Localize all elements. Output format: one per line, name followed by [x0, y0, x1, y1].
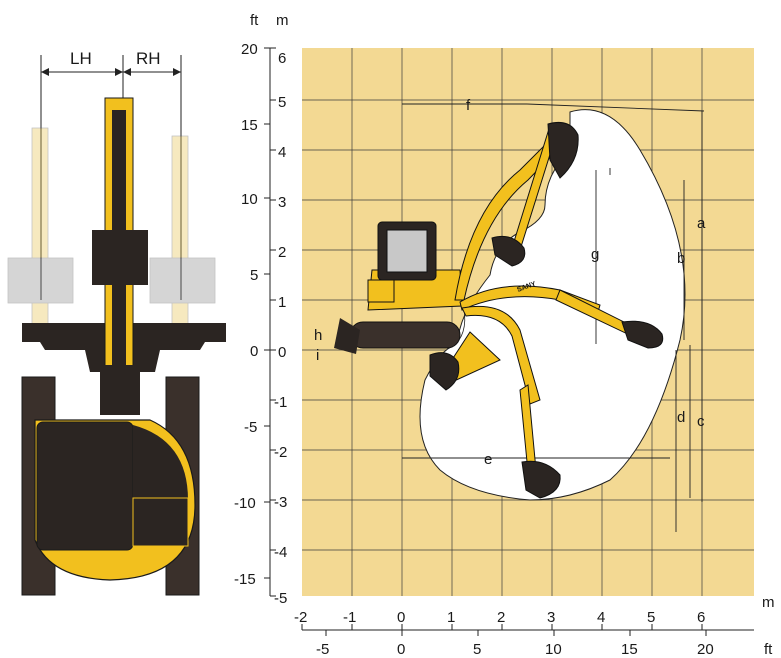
hft-tick-15: 15 [621, 641, 638, 658]
bucket-high [547, 121, 579, 179]
ft-tick-20: 20 [241, 41, 258, 58]
vertical-ft-ticks: 20 15 10 5 0 -5 -10 -15 [234, 41, 258, 588]
cab-roof [36, 421, 134, 551]
swing-bracket [100, 365, 140, 415]
bucket-mid-high [491, 235, 526, 267]
m-tick-2: 2 [278, 244, 286, 261]
m-tick-neg5: -5 [274, 590, 287, 607]
ghost-boom-left [7, 127, 74, 329]
m-tick-neg3: -3 [274, 494, 287, 511]
ft-tick-neg5: -5 [244, 419, 257, 436]
hm-tick-0: 0 [397, 609, 405, 626]
hm-tick-neg2: -2 [294, 609, 307, 626]
ghost-boom-right [149, 135, 216, 329]
bucket-top [92, 230, 148, 285]
lh-label: LH [70, 49, 92, 68]
cab-window [386, 229, 428, 273]
top-view-diagram: LH RH [7, 49, 226, 596]
boom-low [461, 305, 541, 405]
dim-label-g: g [591, 246, 599, 263]
m-tick-6: 6 [278, 50, 286, 67]
dozer-blade-side [334, 318, 360, 354]
counterweight-side [367, 279, 395, 303]
engine-cover [132, 497, 189, 547]
horizontal-m-ticks: -2 -1 0 1 2 3 4 5 6 [294, 609, 705, 626]
horizontal-ft-ticks: -5 0 5 10 15 20 [316, 641, 714, 658]
unit-m-left: m [276, 12, 289, 29]
m-tick-neg1: -1 [274, 394, 287, 411]
hm-tick-1: 1 [447, 609, 455, 626]
hm-tick-5: 5 [647, 609, 655, 626]
hft-tick-5: 5 [473, 641, 481, 658]
hm-tick-neg1: -1 [343, 609, 356, 626]
track-side [349, 321, 461, 349]
dim-label-i: i [316, 347, 319, 364]
dim-label-h: h [314, 327, 322, 344]
m-tick-4: 4 [278, 144, 286, 161]
dim-label-f: f [466, 97, 471, 114]
boom-positions [429, 121, 664, 499]
vertical-m-ticks: 6 5 4 3 2 1 0 -1 -2 -3 -4 -5 [274, 50, 287, 607]
ft-tick-neg10: -10 [234, 495, 256, 512]
dim-label-e: e [484, 451, 492, 468]
hm-tick-6: 6 [697, 609, 705, 626]
ft-tick-15: 15 [241, 117, 258, 134]
rh-label: RH [136, 49, 161, 68]
m-tick-1: 1 [278, 294, 286, 311]
hm-tick-3: 3 [547, 609, 555, 626]
hm-tick-4: 4 [597, 609, 605, 626]
dim-label-c: c [697, 413, 705, 430]
ft-tick-10: 10 [241, 191, 258, 208]
unit-m-right: m [762, 594, 775, 611]
hft-tick-20: 20 [697, 641, 714, 658]
bucket-deep [521, 460, 561, 499]
hft-tick-0: 0 [397, 641, 405, 658]
dim-label-d: d [677, 409, 685, 426]
unit-ft-left: ft [250, 12, 259, 29]
dim-label-a: a [697, 215, 706, 232]
ft-tick-0: 0 [250, 343, 258, 360]
m-tick-neg2: -2 [274, 444, 287, 461]
m-tick-5: 5 [278, 94, 286, 111]
m-tick-3: 3 [278, 194, 286, 211]
m-tick-neg4: -4 [274, 544, 287, 561]
lh-rh-dimension: LH RH [40, 49, 182, 300]
unit-ft-right: ft [764, 641, 773, 658]
excavator-side-view [334, 221, 463, 354]
ft-tick-5: 5 [250, 267, 258, 284]
counterweight [133, 425, 188, 510]
hm-tick-2: 2 [497, 609, 505, 626]
m-tick-0: 0 [278, 344, 286, 361]
bucket-low [429, 352, 460, 391]
ft-tick-neg15: -15 [234, 571, 256, 588]
bucket-mid [621, 320, 664, 349]
dim-label-b: b [677, 250, 685, 267]
hft-tick-10: 10 [545, 641, 562, 658]
hft-tick-neg5: -5 [316, 641, 329, 658]
working-range-chart: a b c d e f g h i [234, 12, 775, 658]
